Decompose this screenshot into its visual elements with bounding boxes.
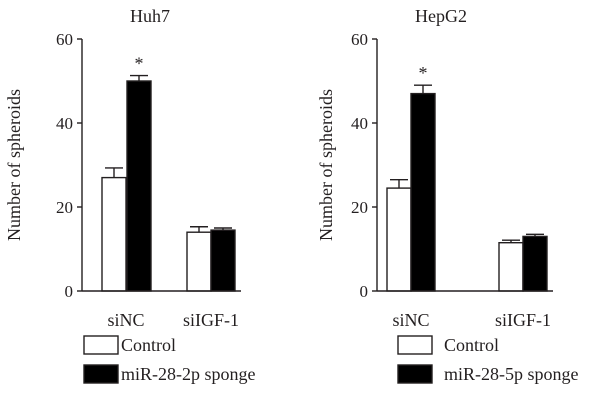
legend-swatch	[83, 364, 119, 384]
legend-label: miR-28-2p sponge	[121, 364, 256, 384]
bar-sinc-control	[101, 176, 127, 292]
y-tick-label: 0	[360, 282, 369, 301]
bar-sinc-mir-28-5p-sponge	[410, 92, 436, 292]
x-category-label: siIGF-1	[495, 310, 551, 330]
legend-swatch	[397, 364, 433, 384]
bar-sinc-control	[386, 187, 412, 292]
bar-siigf-1-mir-28-5p-sponge	[522, 235, 548, 292]
bar-siigf-1-control	[186, 231, 212, 292]
y-tick-label: 0	[65, 282, 74, 301]
significance-marker: *	[419, 63, 428, 83]
x-category-label: siNC	[392, 310, 429, 330]
y-axis-label: Number of spheroids	[316, 89, 336, 241]
legend-swatch	[83, 335, 119, 355]
legend-label: Control	[444, 335, 499, 355]
legend-label: Control	[121, 335, 176, 355]
y-tick-label: 20	[56, 198, 73, 217]
legend-swatch	[397, 335, 433, 355]
bar-siigf-1-mir-28-2p-sponge	[210, 229, 236, 292]
x-category-label: siNC	[107, 310, 144, 330]
chart-title: HepG2	[415, 6, 467, 26]
chart-huh7: Huh7 Number of spheroids 0 20 40 60 * siNC siIGF…	[4, 6, 256, 384]
significance-marker: *	[135, 54, 144, 74]
chart-hepg2: HepG2 Number of spheroids 0 20 40 60 * siNC siIG…	[316, 6, 579, 384]
y-axis-label: Number of spheroids	[4, 89, 24, 241]
y-tick-label: 60	[56, 30, 73, 49]
y-tick-label: 60	[351, 30, 368, 49]
y-tick-label: 20	[351, 198, 368, 217]
y-tick-label: 40	[351, 114, 368, 133]
bar-sinc-mir-28-2p-sponge	[126, 80, 152, 292]
bar-siigf-1-control	[498, 241, 524, 292]
y-tick-label: 40	[56, 114, 73, 133]
legend-label: miR-28-5p sponge	[444, 364, 579, 384]
x-category-label: siIGF-1	[183, 310, 239, 330]
chart-title: Huh7	[130, 6, 170, 26]
